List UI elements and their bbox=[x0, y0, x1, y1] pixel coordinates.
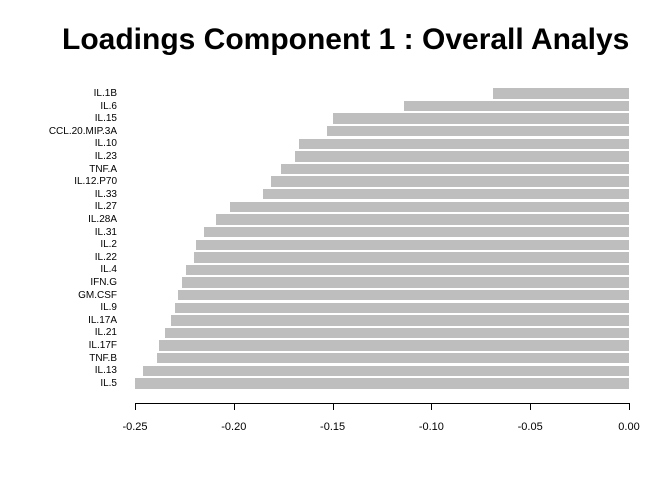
x-axis-tick-label: 0.00 bbox=[618, 421, 640, 433]
y-axis-label: IL.4 bbox=[100, 264, 117, 276]
chart-title: Loadings Component 1 : Overall Analys bbox=[62, 23, 630, 56]
bar bbox=[229, 201, 629, 213]
x-axis-tick-label: -0.25 bbox=[122, 421, 148, 433]
y-axis-label: IFN.G bbox=[90, 277, 117, 289]
bar bbox=[182, 277, 629, 288]
bar bbox=[194, 252, 629, 263]
y-axis-label: IL.10 bbox=[94, 138, 117, 150]
y-axis-label: IL.15 bbox=[94, 113, 117, 125]
y-axis-label: IL.27 bbox=[94, 201, 117, 213]
x-axis-tick bbox=[233, 403, 235, 410]
bar bbox=[326, 126, 629, 137]
bar bbox=[196, 239, 629, 250]
x-axis-line bbox=[135, 403, 629, 404]
bar bbox=[299, 138, 629, 150]
bar bbox=[158, 340, 629, 351]
y-axis-label: IL.9 bbox=[100, 302, 117, 314]
x-axis-tick-label: -0.10 bbox=[418, 421, 444, 433]
y-axis-label: IL.13 bbox=[94, 365, 117, 377]
x-axis-tick bbox=[629, 403, 630, 410]
y-axis-label: IL.6 bbox=[100, 100, 117, 112]
bar bbox=[164, 327, 629, 339]
bar bbox=[186, 264, 629, 276]
y-axis-label: IL.28A bbox=[88, 214, 117, 225]
bar bbox=[403, 100, 629, 112]
bar bbox=[281, 163, 629, 175]
bar bbox=[142, 365, 629, 376]
bar bbox=[271, 176, 629, 187]
x-axis-tick bbox=[332, 403, 334, 410]
x-axis-tick-label: -0.15 bbox=[320, 421, 346, 433]
y-axis-label: IL.5 bbox=[100, 377, 117, 389]
bar bbox=[178, 289, 629, 301]
y-axis-label: IL.22 bbox=[94, 251, 117, 263]
bar bbox=[135, 378, 629, 389]
y-axis-label: TNF.B bbox=[89, 352, 117, 364]
y-axis-label: IL.12.P70 bbox=[74, 176, 117, 188]
x-axis-tick-label: -0.20 bbox=[221, 421, 247, 433]
y-axis-label: GM.CSF bbox=[78, 289, 117, 301]
bar bbox=[332, 113, 629, 124]
x-axis-tick bbox=[431, 403, 433, 410]
y-axis-label: IL.33 bbox=[94, 188, 117, 200]
bar bbox=[204, 226, 629, 238]
x-axis-tick-label: -0.05 bbox=[517, 421, 543, 433]
y-axis-label: IL.23 bbox=[94, 150, 117, 162]
y-axis-label: TNF.A bbox=[89, 163, 117, 175]
y-axis-label: IL.2 bbox=[100, 239, 117, 251]
y-axis-label: CCL.20.MIP.3A bbox=[48, 125, 117, 137]
bar bbox=[492, 88, 629, 99]
bar bbox=[156, 353, 629, 364]
x-axis-tick bbox=[135, 403, 136, 410]
bar bbox=[216, 214, 629, 225]
y-axis-label: IL.1B bbox=[93, 87, 117, 99]
y-axis-label: IL.31 bbox=[94, 226, 117, 238]
bar bbox=[174, 302, 629, 313]
y-axis-label: IL.17F bbox=[88, 340, 117, 352]
bar bbox=[170, 315, 629, 326]
bar bbox=[295, 151, 629, 162]
y-axis-label: IL.17A bbox=[88, 314, 117, 326]
x-axis-tick bbox=[530, 403, 532, 410]
y-axis-label: IL.21 bbox=[94, 327, 117, 339]
bar bbox=[263, 189, 629, 200]
